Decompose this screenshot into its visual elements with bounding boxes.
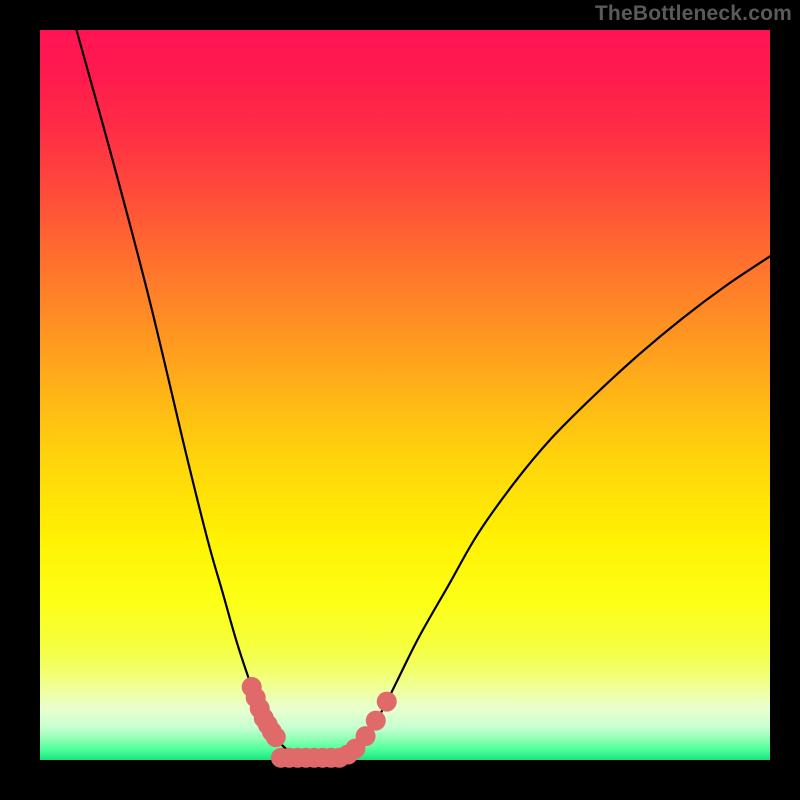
curve-marker	[366, 711, 386, 731]
root: TheBottleneck.com	[0, 0, 800, 800]
curve-marker	[266, 727, 286, 747]
curve-marker	[377, 692, 397, 712]
watermark-text: TheBottleneck.com	[595, 2, 792, 26]
chart-background	[40, 30, 770, 760]
bottleneck-chart	[0, 0, 800, 800]
